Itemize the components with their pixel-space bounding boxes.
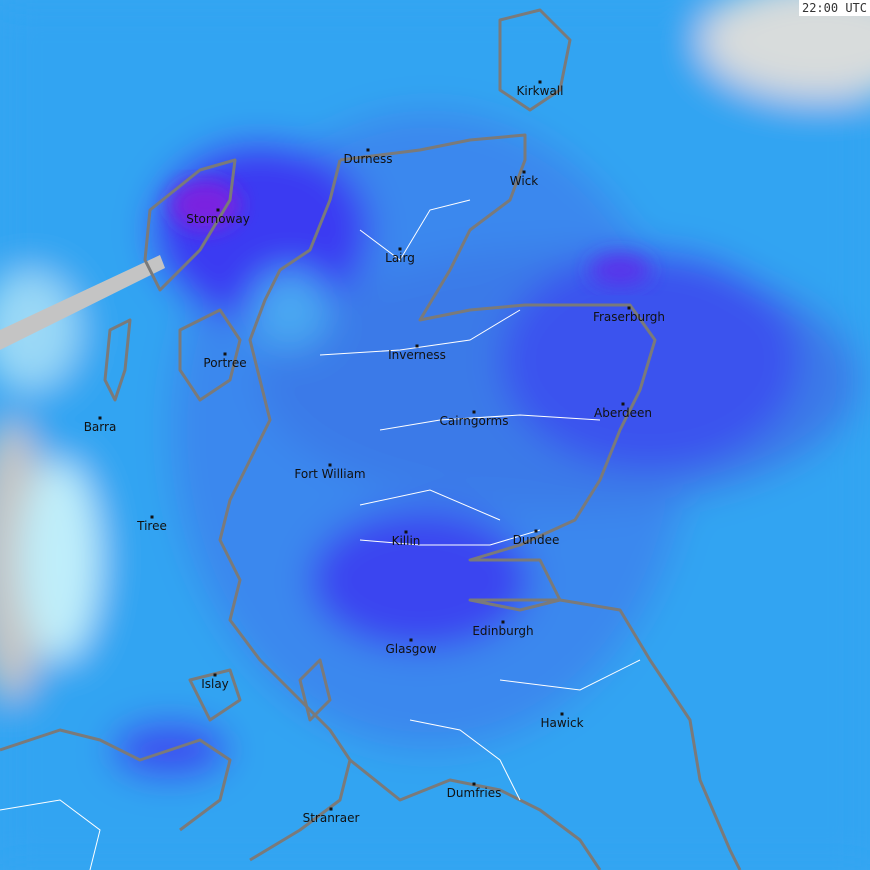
place-marker-icon [472,410,476,414]
place-label-edinburgh: Edinburgh [472,624,534,638]
place-marker-icon [472,782,476,786]
place-label-portree: Portree [203,356,247,370]
place-label-dumfries: Dumfries [446,786,502,800]
place-label-lairg: Lairg [385,251,415,265]
place-label-stranraer: Stranraer [302,811,360,825]
place-marker-icon [621,402,625,406]
no-data-beam [0,255,165,350]
place-marker-icon [328,463,332,467]
place-marker-icon [415,344,419,348]
place-marker-icon [534,529,538,533]
place-marker-icon [213,673,217,677]
rivers [0,199,641,870]
place-marker-icon [150,515,154,519]
place-marker-icon [98,416,102,420]
place-marker-icon [366,148,370,152]
place-label-hawick: Hawick [540,716,584,730]
place-label-durness: Durness [343,152,393,166]
place-label-inverness: Inverness [388,348,446,362]
place-label-glasgow: Glasgow [385,642,437,656]
place-marker-icon [223,352,227,356]
place-label-kirkwall: Kirkwall [516,84,564,98]
place-label-stornoway: Stornoway [186,212,250,226]
place-marker-icon [522,170,526,174]
place-label-fraserburgh: Fraserburgh [592,310,666,324]
place-label-tiree: Tiree [137,519,167,533]
place-marker-icon [501,620,505,624]
place-marker-icon [560,712,564,716]
place-marker-icon [538,80,542,84]
place-marker-icon [398,247,402,251]
place-marker-icon [404,530,408,534]
place-label-fort-william: Fort William [294,467,366,481]
place-marker-icon [216,208,220,212]
place-marker-icon [409,638,413,642]
place-label-killin: Killin [391,534,421,548]
place-marker-icon [627,306,631,310]
place-label-islay: Islay [201,677,229,691]
coastline [0,8,742,870]
place-marker-icon [329,807,333,811]
place-label-barra: Barra [83,420,117,434]
place-label-cairngorms: Cairngorms [439,414,509,428]
place-label-dundee: Dundee [512,533,560,547]
place-label-aberdeen: Aberdeen [594,406,652,420]
timestamp-label: 22:00 UTC [798,0,870,16]
place-label-wick: Wick [509,174,539,188]
